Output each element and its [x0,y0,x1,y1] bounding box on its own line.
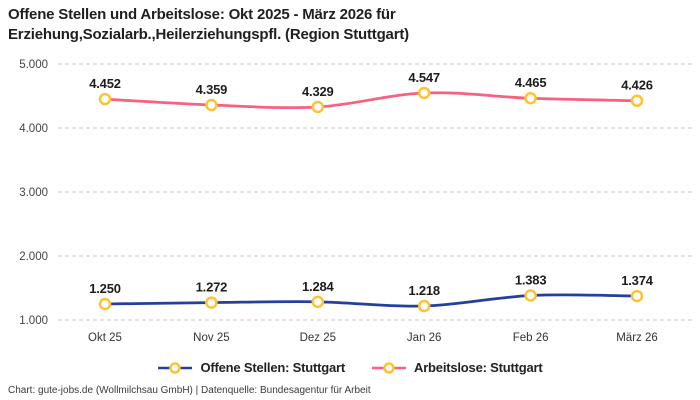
legend-label: Offene Stellen: Stuttgart [200,360,345,375]
data-point-marker [524,289,537,302]
data-point-marker [98,297,112,311]
data-point-label: 4.452 [89,76,121,91]
series-line [103,293,639,308]
data-point-marker [311,295,325,309]
data-point-label: 1.218 [408,283,440,298]
x-tick-label: Jan 26 [407,332,442,344]
data-point-marker [98,92,112,106]
series-line [103,91,639,110]
data-point-marker [417,299,431,313]
data-point-marker [630,289,644,303]
chart-title-line2: Erziehung,Sozialarb.,Heilerziehungspfl. … [8,25,409,43]
data-point-label: 1.272 [196,280,228,295]
data-point-marker [524,91,537,105]
y-tick-label: 5.000 [19,59,48,71]
chart-title-line1: Offene Stellen und Arbeitslose: Okt 2025… [8,6,396,23]
data-point-marker [205,98,218,112]
legend-item-offene-stellen: Offene Stellen: Stuttgart [157,360,345,375]
legend-swatch-line-icon [158,361,193,374]
data-point-label: 1.374 [621,273,654,288]
data-point-marker [630,94,644,107]
data-point-marker [205,296,218,309]
y-tick-label: 1.000 [19,315,48,327]
legend-item-arbeitslose: Arbeitslose: Stuttgart [371,360,543,375]
y-tick-label: 2.000 [19,251,48,263]
x-tick-label: Dez 25 [300,332,336,344]
chart-svg: 1.000 2.000 3.000 4.000 5.000 Okt 25 Nov 25 Dez… [19,59,692,344]
data-point-label: 4.359 [196,82,228,97]
data-point-label: 1.250 [89,281,121,296]
x-tick-label: Feb 26 [513,332,549,344]
y-tick-label: 4.000 [19,123,48,135]
data-point-label: 4.329 [302,84,334,99]
attribution-text: Chart: gute-jobs.de (Wollmilchsau GmbH) … [8,385,371,396]
legend: Offene Stellen: Stuttgart Arbeitslose: S… [0,360,700,375]
data-point-label: 1.383 [515,272,547,287]
x-tick-label: Nov 25 [193,332,229,344]
data-point-label: 4.426 [621,78,653,93]
data-point-marker [311,100,325,114]
legend-label: Arbeitslose: Stuttgart [414,360,543,375]
chart-title: Offene Stellen und Arbeitslose: Okt 2025… [8,5,409,45]
x-tick-label: Okt 25 [88,332,122,344]
legend-swatch-line-icon [372,361,406,374]
data-point-label: 1.284 [302,279,335,294]
x-tick-label: März 26 [616,332,658,344]
data-point-label: 4.465 [515,75,547,90]
y-tick-label: 3.000 [19,187,48,199]
data-point-label: 4.547 [408,70,440,85]
data-point-marker [417,86,431,100]
